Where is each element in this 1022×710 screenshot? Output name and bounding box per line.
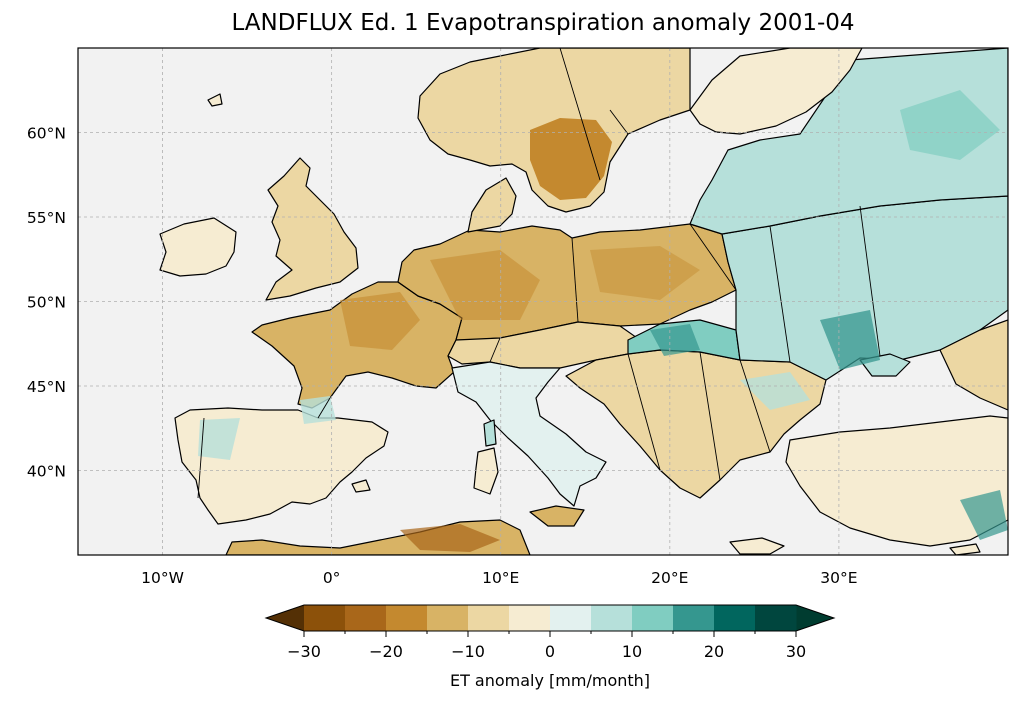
longitude-tick-label: 10°W: [141, 569, 184, 587]
colorbar-segment: [550, 605, 592, 631]
latitude-tick-label: 40°N: [27, 463, 66, 481]
ireland: [159, 217, 237, 277]
longitude-axis: 10°W 0° 10°E 20°E 30°E: [141, 569, 857, 587]
sardinia: [473, 447, 499, 495]
colorbar-label: ET anomaly [mm/month]: [450, 671, 650, 690]
longitude-tick-label: 10°E: [482, 569, 519, 587]
northern-isles: [207, 93, 223, 107]
colorbar-tick-label: 20: [704, 642, 724, 661]
latitude-tick-label: 45°N: [27, 378, 66, 396]
colorbar-segment: [673, 605, 715, 631]
finland: [689, 48, 863, 135]
latitude-tick-label: 50°N: [27, 294, 66, 312]
colorbar-tick-label: −30: [287, 642, 321, 661]
colorbar-segment: [468, 605, 510, 631]
colorbar-segment: [755, 605, 797, 631]
latitude-tick-label: 55°N: [27, 209, 66, 227]
longitude-tick-label: 0°: [323, 569, 341, 587]
gridlines: [78, 48, 1008, 555]
colorbar-tick-label: −20: [369, 642, 403, 661]
longitude-tick-label: 30°E: [820, 569, 857, 587]
colorbar-extend-low: [266, 605, 304, 631]
colorbar-segment: [632, 605, 674, 631]
crete: [729, 537, 785, 555]
colorbar-segment: [714, 605, 756, 631]
balearic-islands: [351, 479, 371, 493]
colorbar-tick-label: 0: [545, 642, 555, 661]
baltic-russia: [689, 48, 1008, 235]
anomaly-patches: [198, 90, 1008, 552]
map-frame: [77, 47, 1009, 556]
cyprus: [949, 543, 981, 555]
country-borders: [197, 48, 881, 499]
colorbar-segment: [427, 605, 469, 631]
colorbar-tick-label: 10: [622, 642, 642, 661]
corsica: [483, 419, 497, 447]
colorbar-segment: [304, 605, 346, 631]
italy: [451, 361, 607, 507]
anatolia: [785, 415, 1008, 547]
colorbar-extend-high: [796, 605, 834, 631]
longitude-tick-label: 20°E: [651, 569, 688, 587]
colorbar-segment: [386, 605, 428, 631]
colorbar-tick-label: −10: [451, 642, 485, 661]
sicily: [529, 505, 585, 527]
latitude-tick-label: 60°N: [27, 125, 66, 143]
colorbar: −30 −20 −10 0 10 20 30 ET anomaly [mm/month]: [264, 604, 836, 690]
map-panel: [78, 48, 1008, 555]
latitude-axis: 40°N 45°N 50°N 55°N 60°N: [27, 125, 66, 481]
colorbar-segment: [345, 605, 387, 631]
denmark: [467, 177, 517, 233]
page-title: LANDFLUX Ed. 1 Evapotranspiration anomal…: [231, 10, 855, 36]
colorbar-tick-label: 30: [786, 642, 806, 661]
caucasus: [939, 319, 1008, 411]
great-britain: [265, 157, 359, 301]
colorbar-segment: [509, 605, 551, 631]
colorbar-segment: [591, 605, 633, 631]
sweden-dry-core: [530, 118, 612, 200]
